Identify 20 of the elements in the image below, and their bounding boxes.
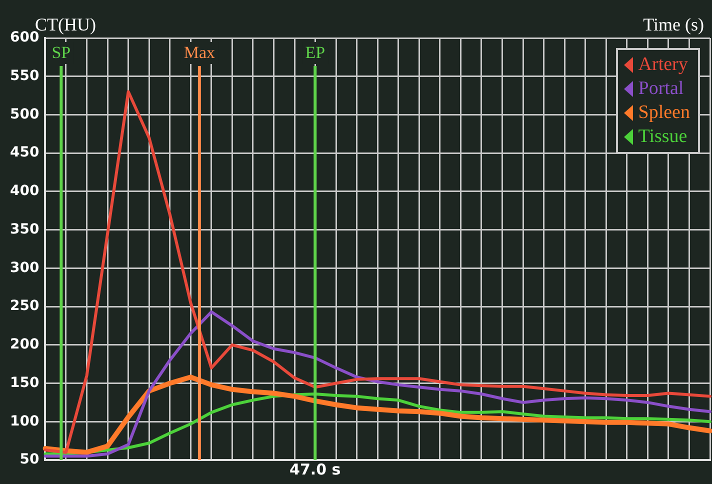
- y-tick-label: 350: [10, 221, 40, 238]
- y-tick-label: 400: [10, 183, 40, 200]
- annotation: Max: [184, 42, 216, 62]
- y-tick-label: 200: [10, 336, 40, 353]
- y-tick-label: 100: [10, 413, 40, 430]
- text: 47.0 s: [290, 460, 341, 478]
- annotation: SP: [52, 42, 71, 62]
- y-tick-label: 50: [20, 452, 40, 468]
- y-tick-label: 150: [10, 374, 40, 391]
- x-axis-title: Time (s): [643, 14, 704, 35]
- legend-label: Portal: [638, 77, 684, 101]
- y-tick-label: 250: [10, 298, 40, 314]
- legend-label: Artery: [638, 53, 688, 77]
- annotation: EP: [305, 42, 326, 62]
- legend-label: Spleen: [638, 101, 690, 125]
- y-tick-label: 500: [10, 106, 40, 122]
- y-tick-label: 550: [10, 68, 40, 84]
- y-tick-label: 300: [10, 260, 40, 276]
- legend-label: Tissue: [638, 125, 688, 149]
- y-tick-label: 450: [10, 144, 40, 161]
